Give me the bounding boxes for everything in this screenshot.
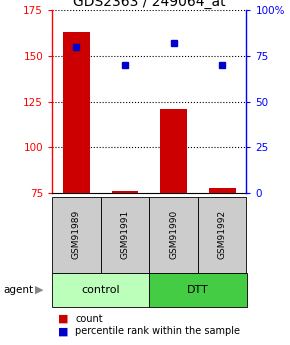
Text: ■: ■ bbox=[58, 314, 68, 324]
Bar bbox=[101, 197, 149, 273]
Text: agent: agent bbox=[3, 285, 33, 295]
Text: ▶: ▶ bbox=[35, 285, 43, 295]
Bar bbox=[149, 197, 198, 273]
Title: GDS2363 / 249064_at: GDS2363 / 249064_at bbox=[73, 0, 226, 9]
Text: count: count bbox=[75, 314, 103, 324]
Bar bbox=[198, 197, 246, 273]
Bar bbox=[63, 32, 90, 193]
Text: GSM91991: GSM91991 bbox=[121, 210, 130, 259]
Text: GSM91989: GSM91989 bbox=[72, 210, 81, 259]
Bar bbox=[52, 197, 101, 273]
Bar bbox=[160, 109, 187, 193]
Text: percentile rank within the sample: percentile rank within the sample bbox=[75, 326, 240, 336]
Text: control: control bbox=[81, 285, 120, 295]
Text: GSM91990: GSM91990 bbox=[169, 210, 178, 259]
Bar bbox=[209, 188, 235, 193]
Text: DTT: DTT bbox=[187, 285, 209, 295]
Bar bbox=[149, 273, 246, 307]
Text: ■: ■ bbox=[58, 326, 68, 336]
Text: GSM91992: GSM91992 bbox=[218, 210, 227, 259]
Bar bbox=[52, 273, 149, 307]
Bar bbox=[112, 191, 138, 193]
